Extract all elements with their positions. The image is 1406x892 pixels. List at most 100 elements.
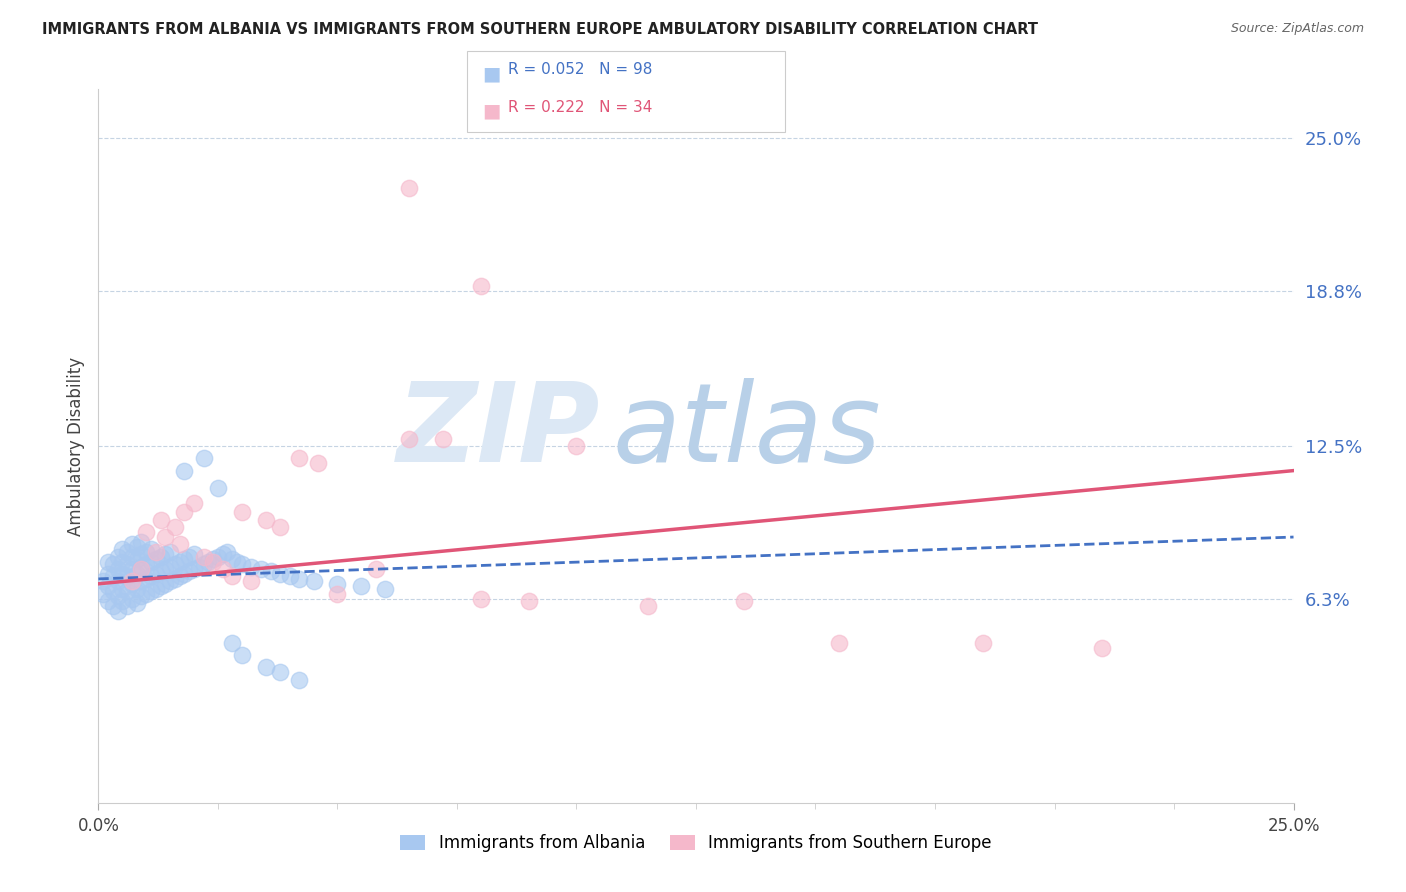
- Point: [149, 579, 172, 593]
- Point: [470, 279, 492, 293]
- Point: [637, 599, 659, 613]
- Point: [101, 557, 124, 571]
- Point: [470, 591, 492, 606]
- Point: [179, 565, 201, 579]
- Point: [97, 555, 120, 569]
- Point: [101, 584, 124, 599]
- Point: [733, 594, 755, 608]
- Point: [131, 547, 153, 561]
- Legend: Immigrants from Albania, Immigrants from Southern Europe: Immigrants from Albania, Immigrants from…: [394, 828, 998, 859]
- Point: [187, 559, 209, 574]
- Point: [135, 525, 157, 540]
- Point: [149, 513, 172, 527]
- Point: [155, 562, 177, 576]
- Point: [326, 587, 349, 601]
- Point: [145, 582, 167, 596]
- Point: [125, 540, 148, 554]
- Point: [565, 439, 588, 453]
- Point: [288, 673, 311, 687]
- Point: [269, 665, 291, 680]
- Point: [101, 569, 124, 583]
- Point: [121, 537, 143, 551]
- Point: [131, 559, 153, 574]
- Point: [131, 535, 153, 549]
- Point: [91, 587, 114, 601]
- Point: [183, 562, 205, 576]
- Point: [155, 576, 177, 591]
- Point: [179, 549, 201, 564]
- Point: [139, 569, 162, 583]
- Point: [131, 589, 153, 603]
- Point: [125, 597, 148, 611]
- Point: [115, 557, 138, 571]
- Text: ZIP: ZIP: [396, 378, 600, 485]
- Point: [211, 562, 233, 576]
- Text: IMMIGRANTS FROM ALBANIA VS IMMIGRANTS FROM SOUTHERN EUROPE AMBULATORY DISABILITY: IMMIGRANTS FROM ALBANIA VS IMMIGRANTS FR…: [42, 22, 1038, 37]
- Point: [211, 547, 233, 561]
- Point: [97, 579, 120, 593]
- Point: [135, 557, 157, 571]
- Point: [288, 451, 311, 466]
- Point: [307, 456, 329, 470]
- Point: [101, 599, 124, 613]
- Point: [231, 648, 253, 662]
- Point: [1091, 640, 1114, 655]
- Point: [374, 582, 396, 596]
- Point: [121, 591, 143, 606]
- Point: [231, 557, 253, 571]
- Point: [217, 545, 239, 559]
- Point: [163, 557, 186, 571]
- Point: [139, 555, 162, 569]
- Point: [159, 545, 181, 559]
- Point: [226, 555, 249, 569]
- Point: [107, 562, 129, 576]
- Point: [125, 552, 148, 566]
- Point: [202, 555, 225, 569]
- Point: [115, 584, 138, 599]
- Point: [197, 555, 219, 569]
- Point: [250, 562, 273, 576]
- Point: [97, 566, 120, 581]
- Point: [111, 555, 134, 569]
- Point: [398, 180, 420, 194]
- Point: [145, 566, 167, 581]
- Point: [107, 604, 129, 618]
- Point: [288, 572, 311, 586]
- Point: [107, 589, 129, 603]
- Text: atlas: atlas: [613, 378, 882, 485]
- Point: [173, 505, 195, 519]
- Point: [254, 513, 277, 527]
- Point: [121, 562, 143, 576]
- Point: [364, 562, 387, 576]
- Point: [107, 574, 129, 589]
- Point: [125, 582, 148, 596]
- Point: [135, 587, 157, 601]
- Point: [183, 495, 205, 509]
- Point: [135, 545, 157, 559]
- Point: [202, 552, 225, 566]
- Point: [145, 545, 167, 559]
- Point: [240, 574, 263, 589]
- Point: [139, 584, 162, 599]
- Text: ■: ■: [482, 64, 501, 83]
- Point: [91, 574, 114, 589]
- Point: [398, 432, 420, 446]
- Point: [111, 566, 134, 581]
- Point: [139, 542, 162, 557]
- Point: [159, 559, 181, 574]
- Point: [159, 574, 181, 589]
- Point: [254, 660, 277, 674]
- Point: [432, 432, 454, 446]
- Point: [107, 549, 129, 564]
- Point: [231, 505, 253, 519]
- Point: [149, 549, 172, 564]
- Point: [221, 552, 243, 566]
- Y-axis label: Ambulatory Disability: Ambulatory Disability: [66, 357, 84, 535]
- Point: [193, 557, 215, 571]
- Point: [111, 582, 134, 596]
- Point: [828, 636, 851, 650]
- Point: [125, 566, 148, 581]
- Point: [121, 574, 143, 589]
- Point: [121, 576, 143, 591]
- Point: [163, 572, 186, 586]
